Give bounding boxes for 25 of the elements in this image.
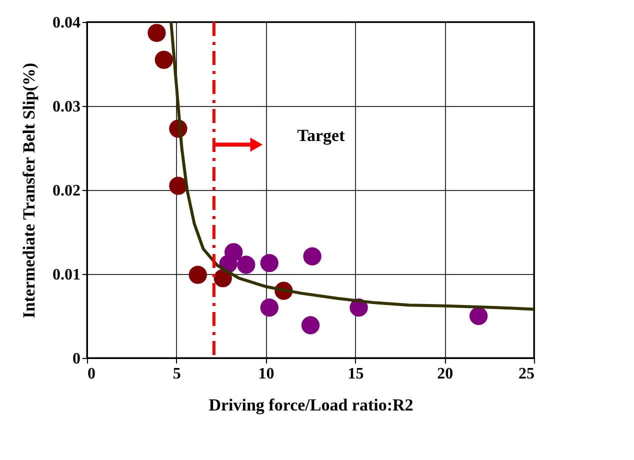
- x-tick-label: 20: [437, 366, 454, 382]
- x-tick-label: 0: [88, 366, 96, 382]
- point: [237, 256, 256, 274]
- point: [303, 247, 322, 266]
- point: [260, 298, 278, 317]
- y-tick-label: 0.01: [52, 266, 80, 284]
- point: [169, 176, 188, 195]
- point: [301, 316, 320, 334]
- annotation: Target: [297, 126, 346, 145]
- y-tick-label: 0: [72, 350, 80, 368]
- y-tick-label: 0.03: [52, 98, 80, 116]
- point: [260, 254, 278, 272]
- y-tick-label: 0.04: [52, 14, 80, 32]
- x-tick-label: 10: [258, 366, 274, 382]
- point: [469, 306, 488, 326]
- x-tick-label: 25: [518, 366, 534, 382]
- x-tick-label: 15: [348, 366, 364, 382]
- y-axis-title: Intermediate Transfer Belt Slip(%): [20, 62, 38, 318]
- y-tick-label: 0.02: [52, 182, 80, 200]
- point: [188, 266, 207, 284]
- point: [154, 50, 173, 69]
- x-axis-title: Driving force/Load ratio:R2: [208, 396, 414, 414]
- point: [148, 24, 166, 42]
- line-series: [170, 22, 534, 311]
- x-tick-label: 5: [172, 366, 181, 382]
